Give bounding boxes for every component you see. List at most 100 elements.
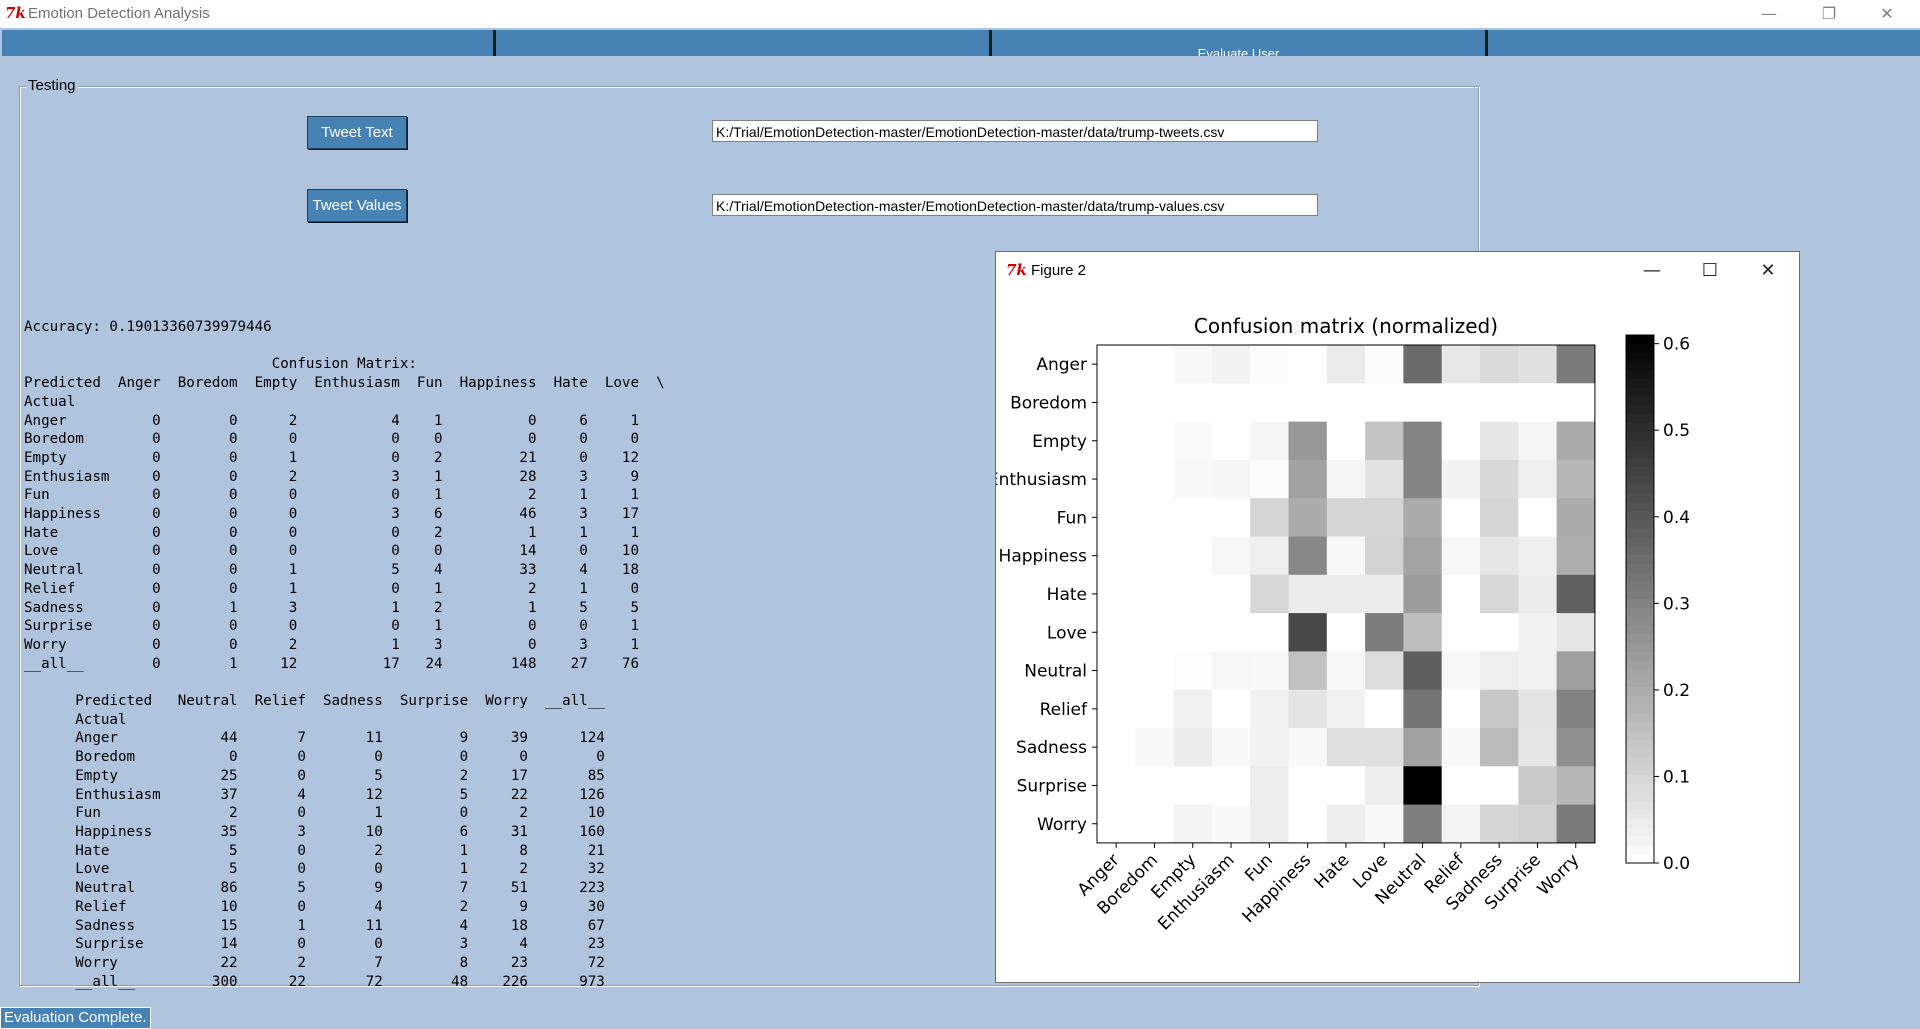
restore-button[interactable]: ❐ (1821, 4, 1837, 23)
colorbar-segment (1626, 370, 1654, 380)
colorbar-segment (1626, 748, 1654, 758)
tab-4[interactable] (1488, 30, 1920, 56)
heatmap-cell (1211, 804, 1251, 844)
heatmap-cell (1250, 498, 1290, 538)
heatmap-cell (1556, 498, 1596, 538)
y-tick-label: Surprise (1017, 776, 1087, 796)
heatmap-cell (1250, 421, 1290, 461)
heatmap-cell (1097, 383, 1136, 423)
colorbar-segment (1626, 819, 1654, 829)
colorbar-segment (1626, 783, 1654, 794)
tab-evaluate-user[interactable]: Evaluate User (992, 30, 1488, 56)
heatmap-cell (1135, 459, 1175, 499)
heatmap-cell (1518, 421, 1558, 461)
heatmap-cell (1480, 766, 1519, 806)
heatmap-cell (1403, 689, 1443, 729)
heatmap-cell (1135, 383, 1175, 423)
colorbar-segment (1626, 810, 1654, 820)
heatmap-cell (1441, 613, 1481, 652)
colorbar-segment (1626, 581, 1654, 591)
heatmap-cell (1480, 383, 1519, 423)
heatmap-cell (1326, 383, 1366, 423)
heatmap-cell (1211, 613, 1251, 652)
heatmap-cell (1556, 459, 1596, 499)
colorbar-segment (1626, 678, 1654, 688)
heatmap-cell (1173, 651, 1213, 691)
heatmap-cell (1365, 498, 1404, 538)
heatmap-cell (1173, 383, 1213, 423)
colorbar-segment (1626, 431, 1654, 442)
colorbar-segment (1626, 704, 1654, 714)
colorbar-segment (1626, 827, 1654, 838)
tweet-values-button[interactable]: Tweet Values (307, 189, 407, 222)
colorbar-segment (1626, 634, 1654, 644)
heatmap-cell (1480, 728, 1519, 767)
heatmap-cell (1097, 421, 1136, 461)
colorbar-segment (1626, 801, 1654, 811)
heatmap-cell (1556, 421, 1596, 461)
heatmap-cell (1250, 728, 1290, 767)
tab-2[interactable] (496, 30, 992, 56)
colorbar-tick-label: 0.5 (1663, 421, 1690, 441)
heatmap-cell (1211, 728, 1251, 767)
heatmap-cell (1441, 421, 1481, 461)
heatmap-cell (1173, 345, 1213, 384)
heatmap-cell (1288, 536, 1328, 576)
colorbar-segment (1626, 590, 1654, 600)
heatmap-cell (1441, 345, 1481, 384)
colorbar-segment (1626, 519, 1654, 530)
tab-1[interactable] (2, 30, 496, 56)
heatmap-cell (1173, 536, 1213, 576)
heatmap-cell (1097, 804, 1136, 844)
heatmap-cell (1518, 651, 1558, 691)
colorbar-segment (1626, 458, 1654, 468)
heatmap-cell (1097, 728, 1136, 767)
heatmap-cell (1365, 689, 1404, 729)
heatmap-cell (1441, 689, 1481, 729)
colorbar-tick-label: 0.2 (1663, 681, 1690, 701)
heatmap-cell (1173, 498, 1213, 538)
tweet-text-button[interactable]: Tweet Text (307, 116, 407, 149)
figure-close-button[interactable]: ✕ (1760, 260, 1776, 281)
colorbar-segment (1626, 766, 1654, 776)
colorbar-segment (1626, 546, 1654, 556)
evaluation-output-text: Accuracy: 0.19013360739979446 Confusion … (24, 319, 665, 990)
heatmap-cell (1135, 613, 1175, 652)
heatmap-cell (1288, 804, 1328, 844)
confusion-matrix-chart: Confusion matrix (normalized) Anger Boredo… (996, 314, 1690, 935)
tweet-values-path-field[interactable]: K:/Trial/EmotionDetection-master/Emotion… (712, 194, 1318, 216)
heatmap-cell (1518, 613, 1558, 652)
colorbar-tick-label: 0.3 (1663, 594, 1690, 614)
colorbar-segment (1626, 607, 1654, 618)
heatmap-cell (1441, 536, 1481, 576)
heatmap-cell (1250, 345, 1290, 384)
colorbar-tick-label: 0.1 (1663, 767, 1690, 787)
y-tick-label: Sadness (1016, 738, 1087, 758)
colorbar-segment (1626, 414, 1654, 424)
heatmap-cell (1288, 383, 1328, 423)
heatmap-cell (1365, 804, 1404, 844)
colorbar-segment (1626, 555, 1654, 565)
colorbar-segment (1626, 616, 1654, 626)
colorbar-segment (1626, 713, 1654, 723)
colorbar-segment (1626, 687, 1654, 697)
colorbar-segment (1626, 387, 1654, 398)
colorbar-segment (1626, 537, 1654, 547)
heatmap-cell (1097, 574, 1136, 614)
heatmap-cell (1173, 613, 1213, 652)
heatmap-cell (1135, 728, 1175, 767)
heatmap-cell (1173, 766, 1213, 806)
heatmap-cell (1288, 459, 1328, 499)
minimize-button[interactable]: — (1761, 4, 1777, 23)
heatmap-cell (1135, 804, 1175, 844)
figure-maximize-button[interactable]: ☐ (1701, 260, 1719, 281)
x-tick-label: Worry (1534, 850, 1583, 899)
heatmap-cell (1173, 459, 1213, 499)
colorbar-segment (1626, 396, 1654, 406)
colorbar-segment (1626, 669, 1654, 679)
figure-minimize-button[interactable]: — (1643, 260, 1661, 281)
heatmap-cell (1326, 574, 1366, 614)
close-button[interactable]: ✕ (1880, 4, 1894, 23)
tweet-text-path-field[interactable]: K:/Trial/EmotionDetection-master/Emotion… (712, 120, 1318, 142)
heatmap-cell (1403, 728, 1443, 767)
